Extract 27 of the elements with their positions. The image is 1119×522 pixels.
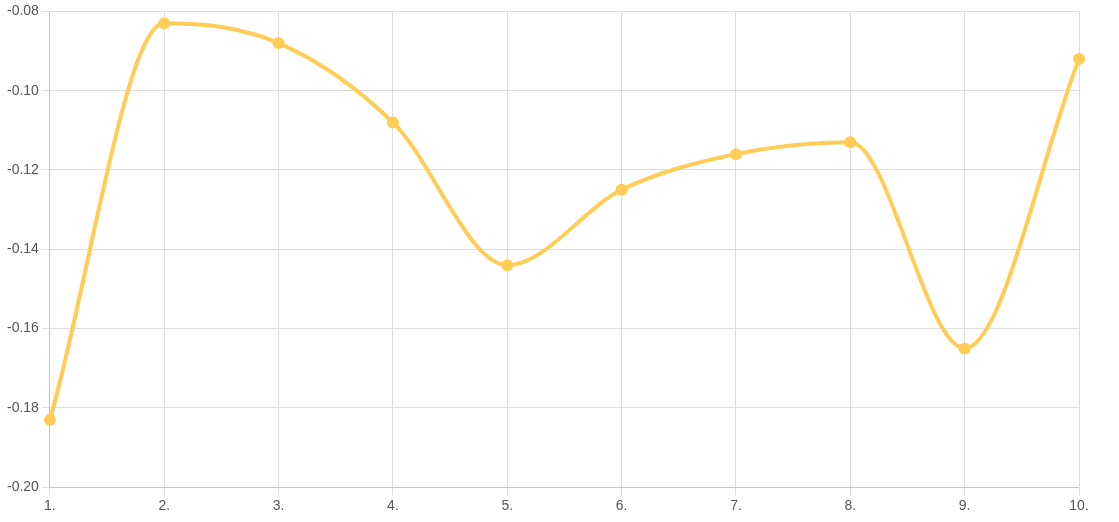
point bbox=[615, 183, 628, 196]
x-tick-label: 9. bbox=[958, 497, 971, 514]
y-tick-label: -0.18 bbox=[6, 398, 40, 415]
point bbox=[43, 413, 56, 426]
point bbox=[272, 37, 285, 50]
x-tick-label: 8. bbox=[844, 497, 857, 514]
point bbox=[729, 148, 742, 161]
point bbox=[958, 342, 971, 355]
x-tick-label: 7. bbox=[730, 497, 742, 514]
x-tick-label: 1. bbox=[44, 497, 56, 514]
y-tick-label: -0.10 bbox=[6, 81, 40, 98]
point bbox=[844, 136, 857, 149]
point bbox=[1073, 52, 1085, 65]
y-tick-label: -0.16 bbox=[6, 319, 40, 336]
point bbox=[386, 116, 399, 129]
y-tick-label: -0.12 bbox=[6, 160, 40, 177]
x-tick-label: 5. bbox=[501, 497, 514, 514]
point bbox=[158, 17, 171, 30]
y-tick-label: -0.14 bbox=[6, 240, 40, 257]
x-tick-label: 10. bbox=[1069, 497, 1089, 514]
x-tick-label: 6. bbox=[615, 497, 628, 514]
y-tick-label: -0.20 bbox=[6, 478, 40, 495]
x-tick-label: 2. bbox=[158, 497, 171, 514]
y-tick-label: -0.08 bbox=[6, 2, 40, 19]
x-tick-label: 4. bbox=[387, 497, 399, 514]
point bbox=[501, 259, 514, 272]
x-tick-label: 3. bbox=[272, 497, 285, 514]
